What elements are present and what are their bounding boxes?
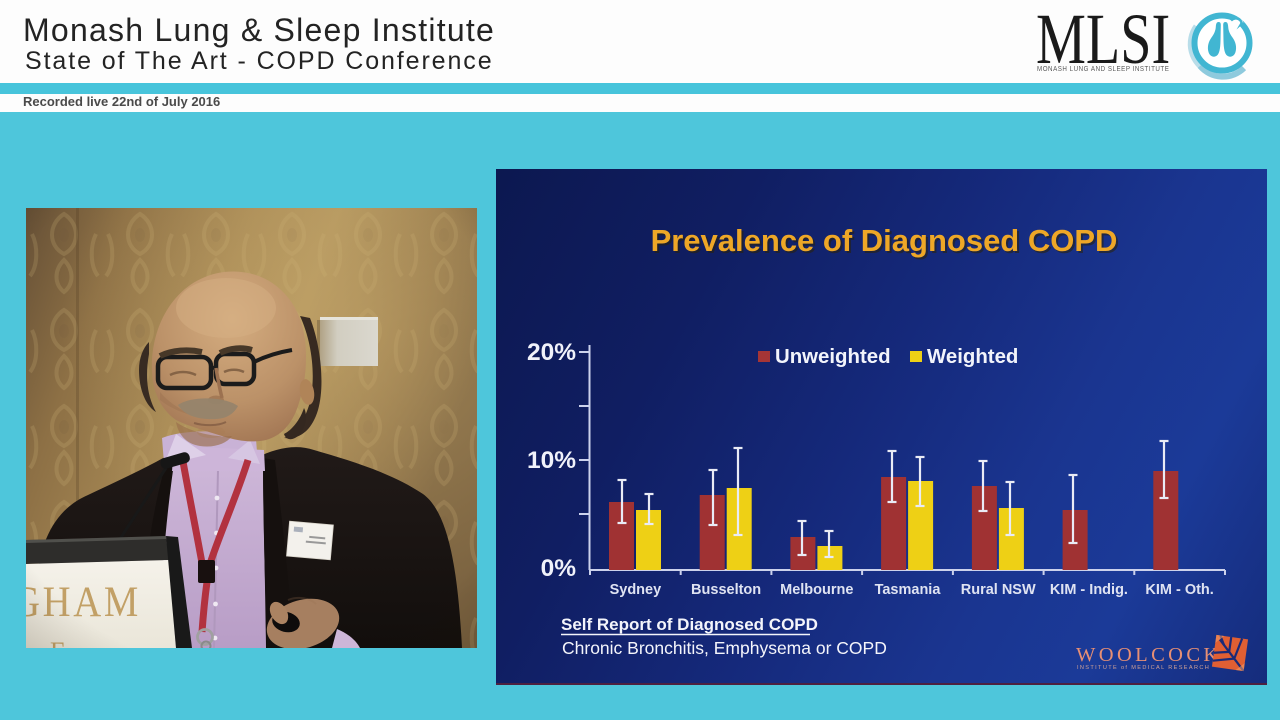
- svg-text:Self Report of Diagnosed COPD: Self Report of Diagnosed COPD: [561, 615, 818, 634]
- svg-text:KIM - Indig.: KIM - Indig.: [1050, 582, 1128, 598]
- svg-text:KIM - Oth.: KIM - Oth.: [1145, 582, 1213, 598]
- svg-text:Weighted: Weighted: [927, 346, 1018, 368]
- svg-text:20%: 20%: [527, 339, 576, 366]
- svg-text:0%: 0%: [541, 555, 577, 582]
- svg-text:Tasmania: Tasmania: [875, 582, 942, 598]
- svg-text:Chronic Bronchitis, Emphysema: Chronic Bronchitis, Emphysema or COPD: [562, 638, 887, 658]
- svg-text:Rural NSW: Rural NSW: [961, 582, 1036, 598]
- svg-text:Sydney: Sydney: [610, 582, 662, 598]
- svg-text:Busselton: Busselton: [691, 582, 761, 598]
- svg-text:INSTITUTE of MEDICAL RESEARCH: INSTITUTE of MEDICAL RESEARCH: [1077, 665, 1210, 671]
- svg-text:Prevalence of Diagnosed COPD: Prevalence of Diagnosed COPD: [651, 223, 1118, 258]
- svg-text:Prevalence of Diagnosed COPD: Prevalence of Diagnosed COPD: [653, 225, 1120, 260]
- svg-text:Unweighted: Unweighted: [775, 346, 891, 368]
- svg-text:Melbourne: Melbourne: [780, 582, 853, 598]
- svg-text:WOOLCOCK: WOOLCOCK: [1076, 644, 1222, 666]
- svg-text:10%: 10%: [527, 447, 576, 474]
